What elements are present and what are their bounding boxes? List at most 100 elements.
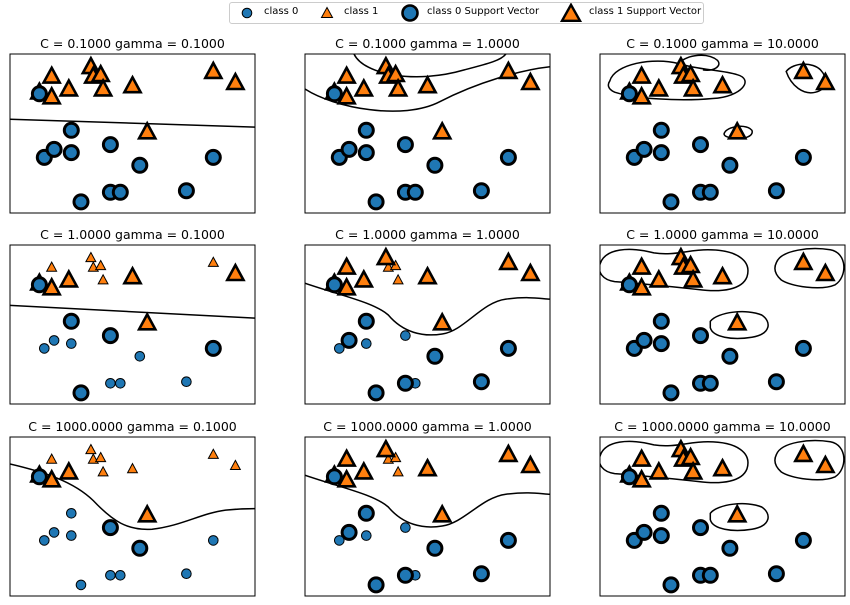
class-1-support-vector [712, 74, 733, 94]
decision-boundary [774, 439, 845, 481]
class-0-point [39, 343, 50, 354]
class-0-point [181, 376, 192, 388]
class-0-support-vector [767, 373, 785, 391]
class-0-support-vector [62, 312, 80, 330]
class-0-support-vector [652, 527, 670, 545]
class-0-support-vector [472, 182, 490, 200]
plot-frame [599, 436, 846, 597]
plot-frame [599, 53, 846, 214]
class-0-support-vector [472, 565, 490, 583]
class-1-support-vector [375, 246, 397, 266]
class-1-point [229, 459, 242, 470]
class-0-support-vector [101, 327, 119, 345]
legend: class 0 class 1 class 0 Support Vector c… [229, 2, 704, 24]
class-1-point [126, 462, 139, 474]
class-1-support-vector [58, 77, 80, 97]
class-1-support-vector [726, 311, 748, 331]
class-0-support-vector [131, 156, 149, 174]
class-1-support-vector [90, 63, 111, 83]
class-0-support-vector [426, 539, 444, 557]
class-0-point [115, 570, 126, 581]
decision-boundary [600, 248, 749, 292]
legend-label-class-1: class 1 [344, 6, 379, 17]
legend-item-class-1: class 1 [314, 3, 384, 23]
class-1-support-vector [680, 63, 701, 83]
subplot-title: C = 1000.0000 gamma = 1.0000 [323, 419, 532, 434]
class-1-support-vector [353, 77, 375, 97]
decision-boundary [10, 304, 255, 319]
class-0-support-vector [340, 523, 358, 541]
class-1-support-vector [680, 254, 701, 274]
class-0-support-vector [692, 519, 709, 537]
class-1-support-vector [375, 438, 397, 458]
decision-boundary [774, 247, 845, 289]
class-0-support-vector [426, 347, 444, 365]
legend-label-class-0-sv: class 0 Support Vector [427, 6, 540, 17]
decision-boundary [677, 54, 720, 71]
class-1-support-vector [712, 457, 733, 477]
class-0-support-vector [652, 312, 670, 330]
class-1-support-vector [122, 74, 143, 94]
class-0-point [66, 530, 77, 541]
class-1-support-vector [648, 77, 670, 97]
legend-item-class-0-support-vector: class 0 Support Vector [396, 3, 546, 23]
class-0-support-vector [767, 182, 785, 200]
class-1-support-vector [431, 311, 453, 331]
class-1-point [392, 465, 404, 477]
subplot-1-2: C = 0.1000 gamma = 1.0000 [304, 36, 551, 214]
class-0-support-vector [177, 182, 195, 200]
subplot-title: C = 0.1000 gamma = 10.0000 [626, 36, 819, 51]
class-0-support-vector [721, 156, 739, 174]
class-0-support-vector [325, 468, 343, 486]
subplot-title: C = 1000.0000 gamma = 10.0000 [614, 419, 830, 434]
class-1-support-vector [815, 262, 836, 282]
class-1-support-vector [680, 446, 701, 466]
decision-boundary [10, 463, 255, 531]
subplot-2-2: C = 1.0000 gamma = 1.0000 [304, 227, 551, 405]
class-1-support-vector [726, 503, 748, 523]
class-1-support-vector [648, 460, 670, 480]
class-0-support-vector [340, 331, 358, 349]
class-1-point [97, 273, 109, 285]
class-1-support-vector [41, 85, 62, 105]
class-1-support-vector [815, 454, 836, 474]
class-1-support-vector [631, 65, 652, 84]
class-1-support-vector [336, 448, 357, 467]
class-0-point [400, 330, 411, 341]
decision-boundary [709, 502, 769, 532]
class-1-support-vector [58, 268, 80, 288]
class-0-support-vector [367, 576, 385, 594]
class-0-point [361, 338, 372, 349]
class-0-support-vector [794, 531, 812, 549]
class-1-support-vector [336, 65, 357, 84]
class-0-point [66, 338, 77, 349]
class-0-support-vector [635, 331, 653, 349]
decision-boundary [305, 474, 550, 528]
class-0-support-vector [72, 384, 90, 402]
class-0-support-vector [101, 519, 119, 537]
class-0-support-vector [62, 144, 80, 162]
class-0-support-vector [357, 312, 375, 330]
class-0-support-vector [131, 539, 149, 557]
class-0-support-vector [794, 339, 812, 357]
class-1-support-vector [682, 268, 704, 288]
class-1-support-vector [520, 454, 541, 474]
class-0-support-vector [357, 121, 375, 139]
subplot-2-3: C = 1.0000 gamma = 10.0000 [599, 227, 846, 405]
class-1-point [392, 273, 404, 285]
class-1-point [94, 451, 107, 463]
legend-label-class-1-sv: class 1 Support Vector [589, 6, 702, 17]
class-1-support-vector [92, 77, 114, 97]
plot-frame [9, 436, 256, 597]
legend-marker-class-0 [241, 7, 253, 19]
class-1-support-vector [417, 457, 438, 477]
legend-marker-class-0-sv [401, 4, 419, 22]
class-0-support-vector [72, 193, 90, 211]
class-1-support-vector [225, 71, 246, 91]
class-0-support-vector [325, 276, 343, 294]
class-0-support-vector [357, 504, 375, 522]
subplot-title: C = 1000.0000 gamma = 0.1000 [28, 419, 237, 434]
class-0-support-vector [30, 276, 48, 294]
subplot-3-3: C = 1000.0000 gamma = 10.0000 [599, 419, 846, 597]
class-0-support-vector [721, 539, 739, 557]
